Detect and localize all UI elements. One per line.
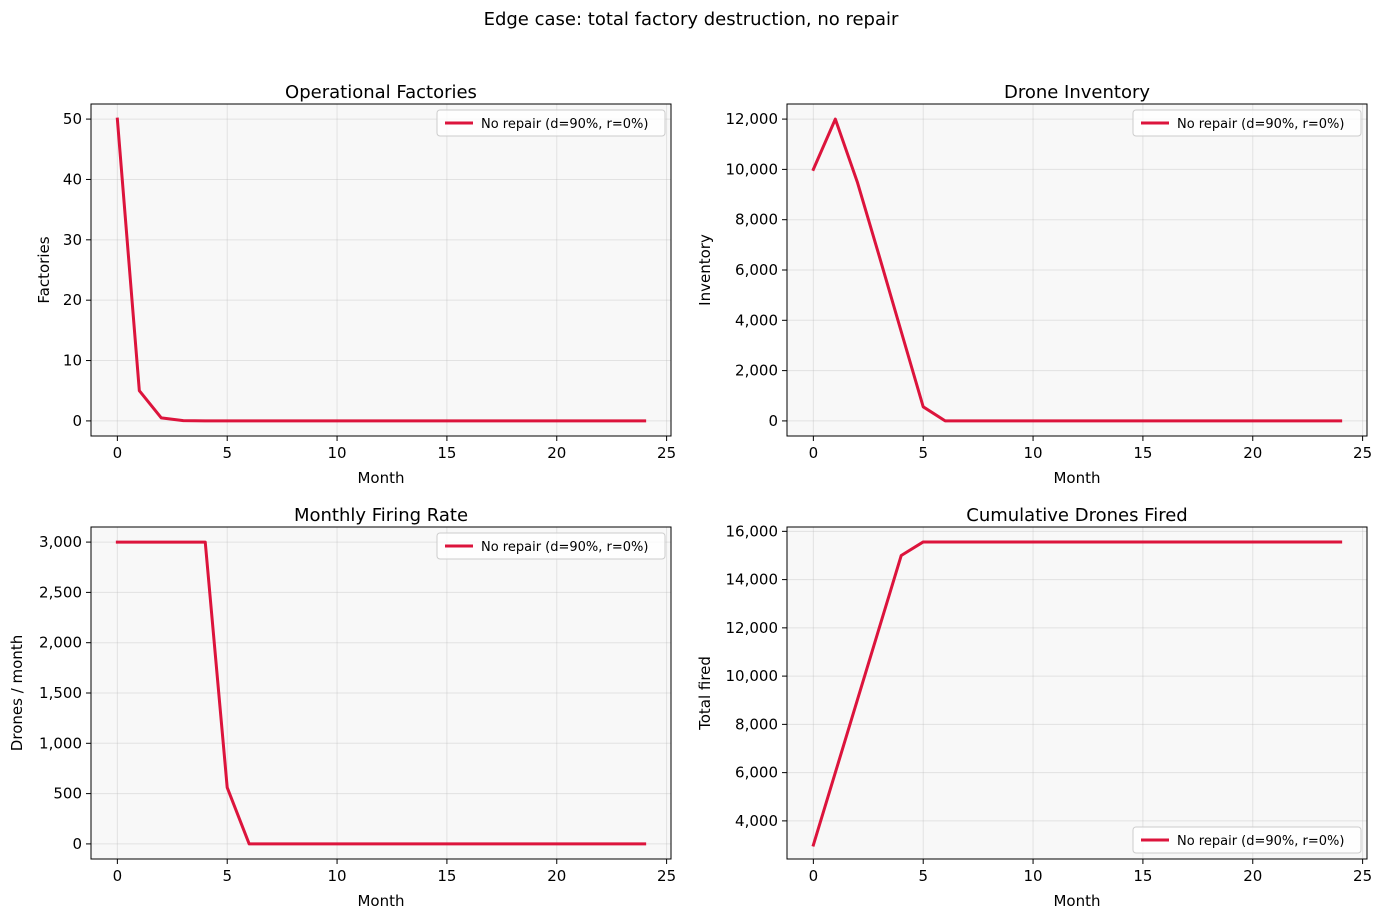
x-tick-label: 10 bbox=[1024, 867, 1043, 885]
legend-label: No repair (d=90%, r=0%) bbox=[1177, 834, 1344, 849]
x-tick-label: 15 bbox=[1133, 867, 1152, 885]
x-tick-label: 20 bbox=[547, 444, 566, 462]
subplot-2: 0 5 10 15 20 25 0 2,000 4,000 6,000 8,000 10,000 12,… bbox=[696, 82, 1372, 487]
series-line bbox=[115, 540, 647, 846]
x-tick-label: 20 bbox=[547, 867, 566, 885]
x-axis-label: Month bbox=[1053, 892, 1100, 910]
subplot-4: 0 5 10 15 20 25 4,000 6,000 8,000 10,000 12,000 14,… bbox=[696, 505, 1372, 910]
x-tick-label: 0 bbox=[809, 867, 819, 885]
y-tick-label: 4,000 bbox=[735, 311, 778, 329]
y-tick-label: 3,000 bbox=[39, 533, 82, 551]
plot-area bbox=[91, 104, 671, 436]
y-tick-label: 20 bbox=[63, 291, 82, 309]
y-tick-label: 2,500 bbox=[39, 583, 82, 601]
y-tick-label: 12,000 bbox=[726, 110, 779, 128]
legend-box bbox=[1132, 109, 1362, 137]
x-tick-label: 25 bbox=[657, 444, 676, 462]
y-tick-label: 8,000 bbox=[735, 211, 778, 229]
x-tick-label: 5 bbox=[918, 444, 928, 462]
x-axis-label: Month bbox=[357, 892, 404, 910]
axes-frame bbox=[90, 526, 672, 860]
x-tick-label: 25 bbox=[1353, 867, 1372, 885]
y-axis-label: Inventory bbox=[696, 234, 714, 306]
series-line bbox=[115, 117, 647, 423]
y-tick-label: 1,000 bbox=[39, 734, 82, 752]
legend-box bbox=[436, 109, 666, 137]
x-tick-label: 5 bbox=[918, 867, 928, 885]
subplot-title: Cumulative Drones Fired bbox=[966, 505, 1187, 526]
axes-frame bbox=[786, 103, 1368, 437]
x-tick-label: 15 bbox=[437, 444, 456, 462]
x-tick-label: 15 bbox=[437, 867, 456, 885]
subplot-title: Operational Factories bbox=[285, 82, 477, 103]
legend-box bbox=[1132, 826, 1362, 854]
figure-title: Edge case: total factory destruction, no… bbox=[484, 9, 899, 30]
axes-frame bbox=[90, 103, 672, 437]
series-line bbox=[811, 117, 1343, 423]
x-tick-label: 5 bbox=[222, 444, 232, 462]
y-tick-label: 8,000 bbox=[735, 715, 778, 733]
y-tick-label: 10,000 bbox=[726, 160, 779, 178]
y-tick-label: 2,000 bbox=[735, 362, 778, 380]
y-tick-label: 30 bbox=[63, 231, 82, 249]
y-axis-label: Total fired bbox=[696, 656, 714, 731]
y-tick-label: 50 bbox=[63, 110, 82, 128]
legend-label: No repair (d=90%, r=0%) bbox=[1177, 117, 1344, 132]
x-tick-label: 0 bbox=[113, 867, 123, 885]
legend: No repair (d=90%, r=0%) bbox=[1132, 826, 1362, 854]
y-tick-label: 12,000 bbox=[726, 619, 779, 637]
legend: No repair (d=90%, r=0%) bbox=[436, 532, 666, 560]
x-tick-label: 5 bbox=[222, 867, 232, 885]
axes-frame bbox=[786, 526, 1368, 860]
legend-box bbox=[436, 532, 666, 560]
y-tick-label: 2,000 bbox=[39, 634, 82, 652]
plot-area bbox=[91, 527, 671, 859]
x-tick-label: 10 bbox=[1024, 444, 1043, 462]
subplot-title: Drone Inventory bbox=[1004, 82, 1150, 103]
x-tick-label: 25 bbox=[1353, 444, 1372, 462]
y-tick-label: 6,000 bbox=[735, 261, 778, 279]
legend-label: No repair (d=90%, r=0%) bbox=[481, 540, 648, 555]
y-tick-label: 0 bbox=[72, 835, 82, 853]
y-tick-label: 10 bbox=[63, 352, 82, 370]
legend-label: No repair (d=90%, r=0%) bbox=[481, 117, 648, 132]
x-tick-label: 0 bbox=[809, 444, 819, 462]
x-axis-label: Month bbox=[1053, 469, 1100, 487]
x-tick-label: 0 bbox=[113, 444, 123, 462]
y-tick-label: 4,000 bbox=[735, 812, 778, 830]
y-tick-label: 500 bbox=[53, 785, 82, 803]
x-tick-label: 20 bbox=[1243, 444, 1262, 462]
y-tick-label: 16,000 bbox=[726, 522, 779, 540]
x-tick-label: 25 bbox=[657, 867, 676, 885]
y-tick-label: 40 bbox=[63, 170, 82, 188]
y-tick-label: 10,000 bbox=[726, 667, 779, 685]
x-tick-label: 20 bbox=[1243, 867, 1262, 885]
x-tick-label: 10 bbox=[328, 867, 347, 885]
series-line bbox=[811, 540, 1343, 847]
legend: No repair (d=90%, r=0%) bbox=[1132, 109, 1362, 137]
y-tick-label: 0 bbox=[72, 412, 82, 430]
y-axis-label: Drones / month bbox=[8, 635, 26, 751]
x-axis-label: Month bbox=[357, 469, 404, 487]
subplot-title: Monthly Firing Rate bbox=[294, 505, 468, 526]
y-tick-label: 1,500 bbox=[39, 684, 82, 702]
subplot-1: 0 5 10 15 20 25 0 10 20 30 40 50 Operational Factori… bbox=[35, 82, 676, 487]
legend: No repair (d=90%, r=0%) bbox=[436, 109, 666, 137]
y-axis-label: Factories bbox=[35, 236, 53, 303]
y-tick-label: 14,000 bbox=[726, 571, 779, 589]
x-tick-label: 15 bbox=[1133, 444, 1152, 462]
y-tick-label: 0 bbox=[768, 412, 778, 430]
y-tick-label: 6,000 bbox=[735, 764, 778, 782]
subplot-3: 0 5 10 15 20 25 0 500 1,000 1,500 2,000 2,500 3,000 M… bbox=[8, 505, 676, 910]
x-tick-label: 10 bbox=[328, 444, 347, 462]
plot-area bbox=[787, 527, 1367, 859]
